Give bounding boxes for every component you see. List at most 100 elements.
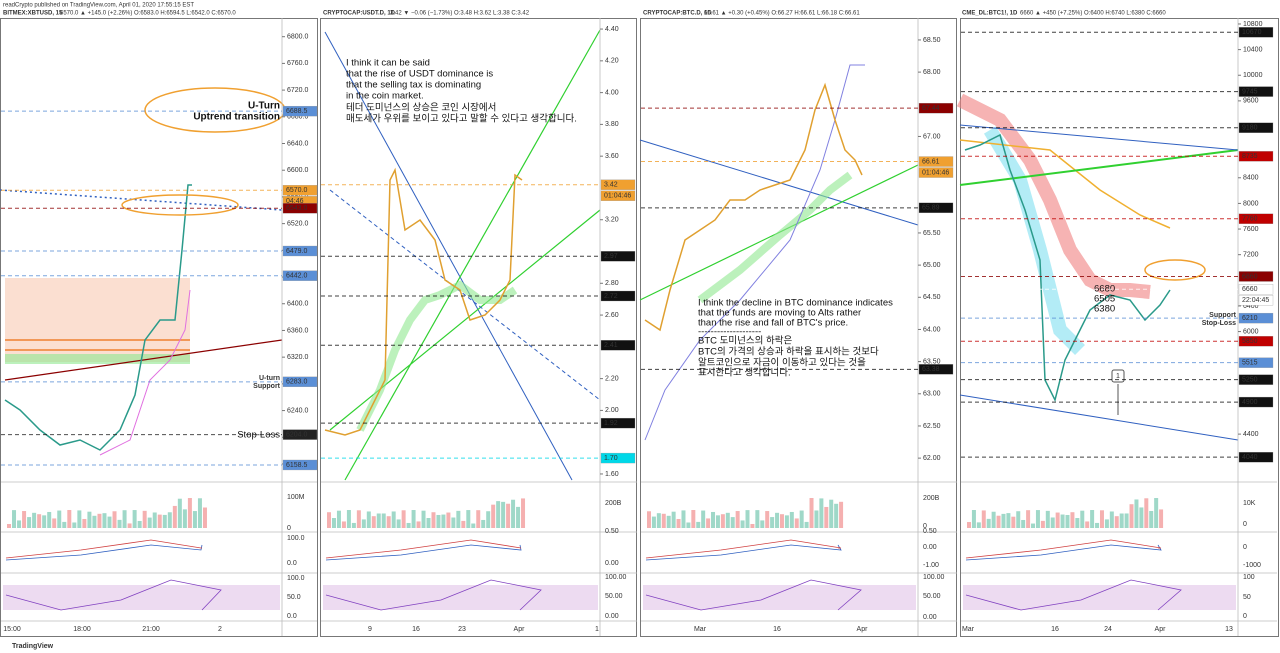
sub-axis-label: 0.0 — [287, 560, 297, 567]
volume-bar — [127, 523, 132, 528]
price-label: 6660 — [1242, 286, 1258, 293]
volume-bar — [376, 513, 381, 528]
price-label-box — [1238, 312, 1274, 324]
volume-bar — [647, 511, 651, 528]
volume-bar — [1070, 512, 1075, 528]
panel-2-drawings: I think it can be said that the rise of … — [324, 29, 601, 481]
volume-bar — [172, 505, 177, 528]
price-label: 5850 — [1242, 338, 1258, 345]
price-label-box — [600, 251, 636, 262]
annotation: 매도세가 우위를 보이고 있다고 말할 수 있다고 생각합니다. — [346, 113, 577, 125]
price-label-box — [918, 167, 954, 178]
highlight — [121, 194, 239, 216]
price-label: 7760 — [1242, 216, 1258, 223]
x-tick-label: 18:00 — [73, 626, 91, 633]
volume-bar — [1055, 512, 1060, 528]
price-label: 01:04:46 — [604, 193, 631, 200]
price-label: 5515 — [1242, 360, 1258, 367]
y-tick-label: 2.80 — [605, 280, 619, 287]
annotation: 6505 — [1094, 294, 1115, 305]
y-tick-label: 65.50 — [923, 230, 941, 237]
price-path — [4, 184, 192, 451]
volume-bar — [779, 514, 784, 528]
volume-bar — [691, 510, 696, 528]
price-label: 6860 — [1242, 273, 1258, 280]
volume-bar — [147, 517, 152, 528]
sub-axis-label: 0.00 — [923, 544, 937, 551]
volume-bar — [967, 522, 971, 528]
volume-bar — [346, 510, 351, 528]
volume-bar — [1154, 498, 1159, 528]
volume-bar — [17, 520, 22, 528]
volume-bar — [765, 511, 770, 528]
annotation: than the rise and fall of BTC's price. — [698, 318, 848, 329]
volume-bar — [651, 516, 656, 528]
volume-bar — [1060, 514, 1065, 528]
y-tick-label: 6760.0 — [287, 60, 309, 67]
volume-bar — [87, 511, 92, 528]
annotation: I think the decline in BTC dominance ind… — [698, 298, 893, 309]
volume-bar — [132, 510, 137, 528]
y-tick-label: 2.00 — [605, 407, 619, 414]
volume-bar — [775, 512, 780, 528]
volume-bar — [491, 504, 496, 528]
volume-bar — [27, 517, 32, 528]
volume-bar — [117, 519, 122, 528]
price-label-box — [282, 203, 318, 214]
volume-bar — [666, 515, 671, 528]
x-tick-label: Mar — [962, 626, 975, 633]
x-tick-label: Apr — [514, 626, 526, 633]
price-path — [644, 82, 863, 332]
volume-bar — [112, 511, 117, 528]
sub-axis-label: 0 — [923, 523, 927, 530]
price-label: 6204.0 — [286, 431, 308, 438]
price-label-box — [1238, 151, 1274, 162]
volume-bar — [441, 514, 446, 528]
y-tick-label: 7600 — [1243, 226, 1259, 233]
annotation: Support — [1209, 312, 1236, 319]
y-tick-label: 65.00 — [923, 262, 941, 269]
trend-line — [4, 339, 283, 381]
price-label-box — [918, 156, 954, 167]
y-tick-label: 4.40 — [605, 26, 619, 33]
y-tick-label: 7200 — [1243, 252, 1259, 259]
price-label-box — [600, 340, 636, 351]
annotation: BTC의 가격의 상승과 하락을 표시하는 것보다 — [698, 346, 879, 358]
volume-bar — [784, 515, 789, 528]
stoch-line — [325, 579, 542, 611]
x-tick-label: Mar — [694, 626, 707, 633]
y-tick-label: 6600.0 — [287, 167, 309, 174]
volume-bar — [1075, 518, 1080, 528]
sub-axis-label: 0 — [1243, 521, 1247, 528]
price-label-box — [1238, 396, 1274, 408]
price-label: 2.97 — [604, 253, 618, 260]
volume-bar — [735, 511, 740, 528]
byline: readCrypto published on TradingView.com,… — [3, 3, 194, 9]
annotation: Support — [253, 383, 280, 390]
volume-bar — [197, 498, 202, 528]
volume-bar — [976, 522, 981, 528]
x-tick-label: 23 — [458, 626, 466, 633]
annotation: 알트코인으로 자금이 이동하고 있다는 것을 — [698, 357, 866, 369]
sub-axis-label: 0.50 — [605, 528, 619, 535]
price-label: 6479.0 — [286, 248, 308, 255]
sub-axis-label: -1000 — [1243, 562, 1261, 569]
volume-bar — [511, 499, 516, 528]
stoch-line — [645, 579, 862, 611]
price-label: 5250 — [1242, 376, 1258, 383]
volume-bar — [799, 510, 804, 528]
price-label-box — [600, 179, 636, 190]
panel-1-drawings: U-Turn Uptrend transition U-turn Support… — [0, 87, 286, 456]
volume-bar — [391, 511, 396, 528]
macd-signal — [645, 539, 842, 559]
y-tick-label: 8000 — [1243, 200, 1259, 207]
volume-bar — [386, 516, 391, 528]
sub-axis-label: 50.00 — [923, 593, 941, 600]
volume-bar — [516, 506, 521, 528]
price-label: 01:04:46 — [922, 169, 949, 176]
volume-bar — [1011, 516, 1016, 528]
volume-bar — [971, 510, 976, 528]
stoch-band — [323, 585, 598, 610]
sub-axis-label: 100 — [1243, 574, 1255, 581]
volume-bar — [351, 522, 356, 528]
